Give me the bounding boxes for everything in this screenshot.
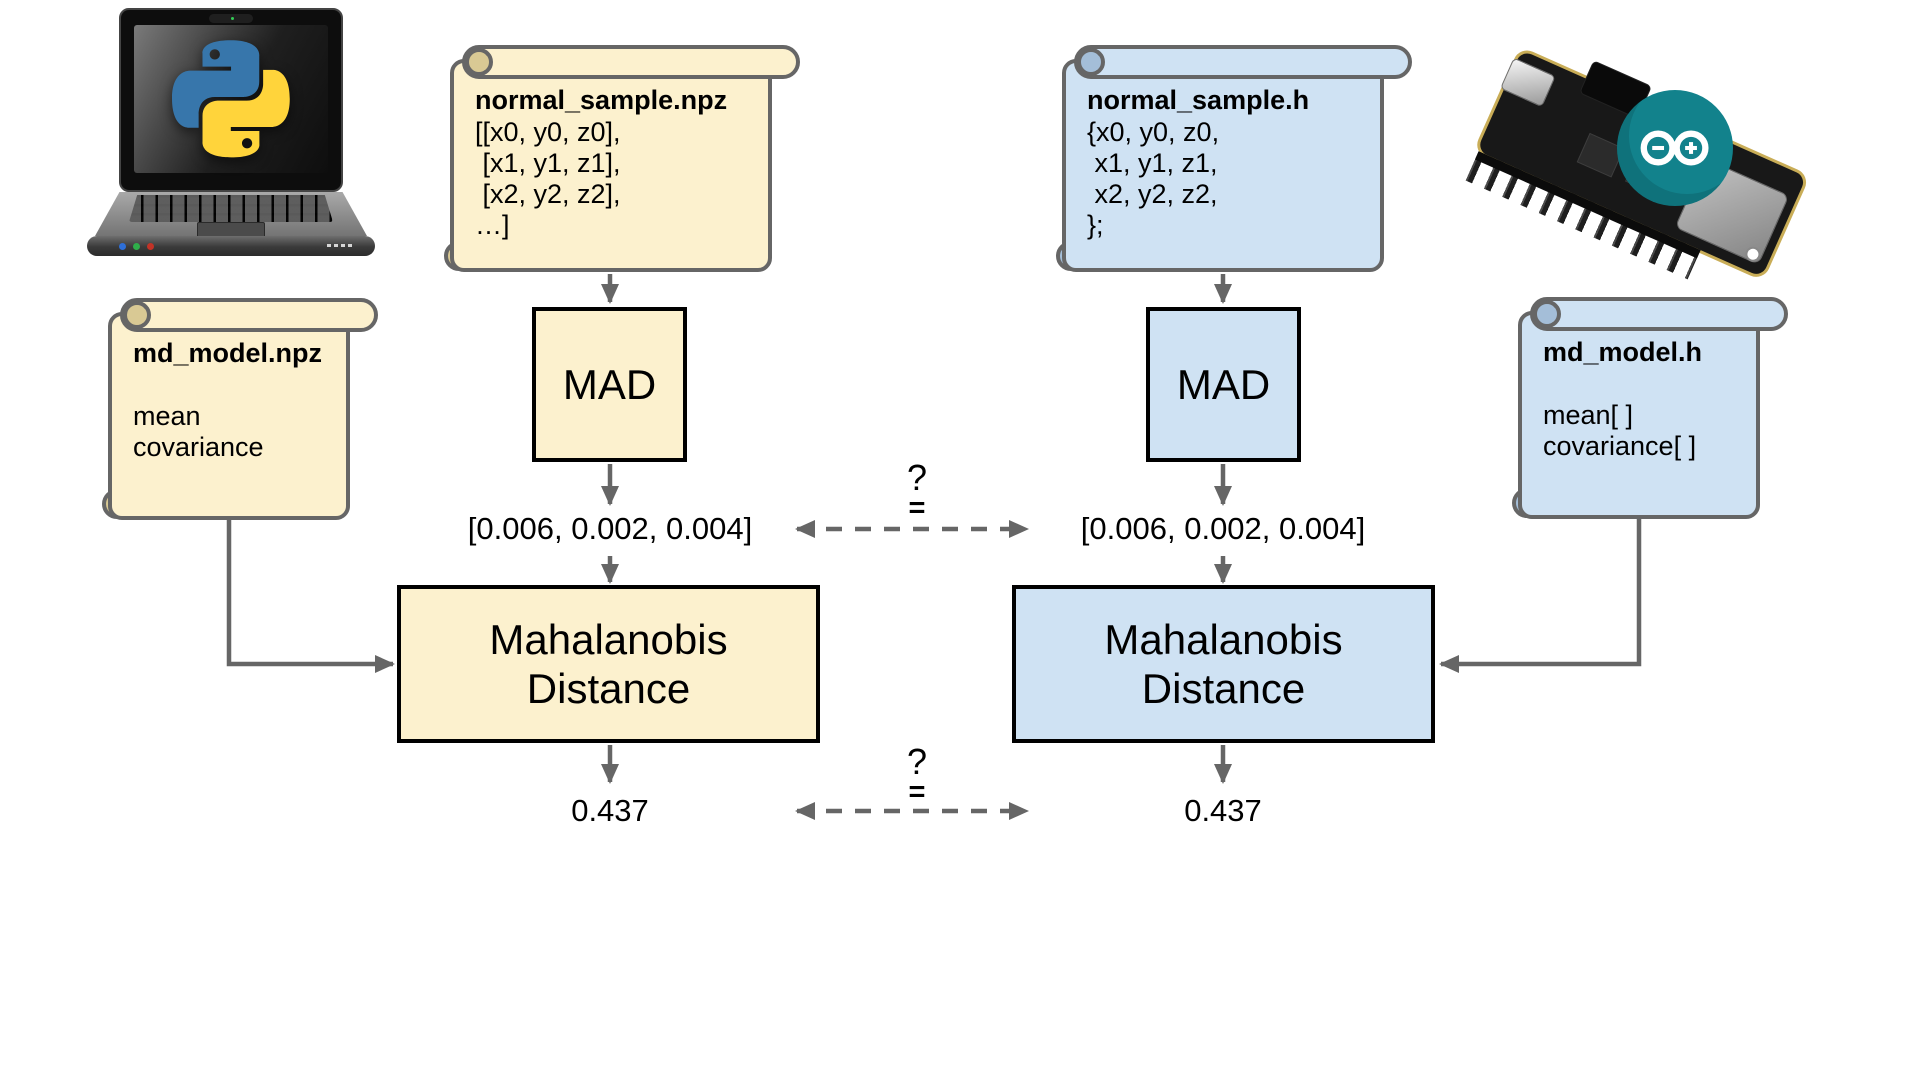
scroll-text: md_model.h mean[ ] covariance[ ] [1543,335,1752,462]
led-red-icon [147,243,154,250]
file-line [133,370,342,401]
equality-question-mad: ? = [861,457,973,524]
file-scroll-md-model-h: md_model.h mean[ ] covariance[ ] [1512,297,1788,519]
laptop-keyboard [129,195,333,222]
equals-sign: = [908,776,926,808]
arrow-model-to-distance-arduino [1439,518,1642,673]
arrow-model-to-distance-python [226,520,395,673]
laptop-base [95,192,367,236]
scroll-text: normal_sample.npz [[x0, y0, z0], [x1, y1… [475,83,764,241]
python-logo-icon [172,40,290,158]
file-line: covariance[ ] [1543,431,1697,461]
file-line: [[x0, y0, z0], [475,117,621,147]
file-line: [x1, y1, z1], [475,148,621,178]
laptop-display [134,25,328,173]
box-label: MAD [1176,361,1271,408]
distance-output-arduino: 0.437 [1184,793,1262,828]
scroll-text: md_model.npz mean covariance [133,336,342,463]
file-line: …] [475,210,510,240]
mad-box-python: MAD [532,307,687,462]
file-title: normal_sample.h [1087,85,1310,115]
scroll-shape [102,298,378,520]
file-line: mean[ ] [1543,400,1634,430]
file-scroll-normal-sample-h: normal_sample.h {x0, y0, z0, x1, y1, z1,… [1056,45,1412,272]
laptop-trackpad [197,222,265,236]
box-label-line: Distance [1141,665,1306,712]
box-label-line: Distance [526,665,691,712]
mad-output-python: [0.006, 0.002, 0.004] [467,511,753,546]
question-mark: ? [906,457,928,498]
led-blue-icon [119,243,126,250]
box-label-line: Mahalanobis [489,616,728,663]
file-scroll-md-model-npz: md_model.npz mean covariance [102,298,378,520]
mad-output-arduino: [0.006, 0.002, 0.004] [1080,511,1366,546]
laptop-front-edge [87,236,375,256]
arduino-board-icon [1465,20,1870,310]
distance-output-python: 0.437 [571,793,649,828]
box-label-line: Mahalanobis [1104,616,1343,663]
laptop-screen [119,8,343,192]
file-title: md_model.h [1543,337,1703,367]
file-line: x2, y2, z2, [1087,179,1218,209]
scroll-shape [444,45,800,272]
question-mark: ? [906,741,928,782]
file-line: [x2, y2, z2], [475,179,621,209]
usb-port-icon [1499,57,1556,108]
box-label: MAD [562,361,657,408]
file-scroll-normal-sample-npz: normal_sample.npz [[x0, y0, z0], [x1, y1… [444,45,800,272]
file-line [1543,369,1752,400]
vent-dots-icon [327,244,353,247]
file-line: }; [1087,210,1104,240]
arduino-logo-icon [1617,90,1733,206]
scroll-shape [1056,45,1412,272]
scroll-text: normal_sample.h {x0, y0, z0, x1, y1, z1,… [1087,83,1376,241]
file-line: covariance [133,432,264,462]
scroll-shape [1512,297,1788,519]
python-laptop-icon [87,8,375,260]
equals-sign: = [908,492,926,524]
mahalanobis-box-python: Mahalanobis Distance [397,585,820,743]
file-line: x1, y1, z1, [1087,148,1218,178]
mahalanobis-box-arduino: Mahalanobis Distance [1012,585,1435,743]
file-title: normal_sample.npz [475,85,728,115]
webcam-icon [209,14,253,23]
file-title: md_model.npz [133,338,323,368]
led-green-icon [133,243,140,250]
file-line: mean [133,401,201,431]
file-line: {x0, y0, z0, [1087,117,1220,147]
equality-question-distance: ? = [861,741,973,808]
mad-box-arduino: MAD [1146,307,1301,462]
